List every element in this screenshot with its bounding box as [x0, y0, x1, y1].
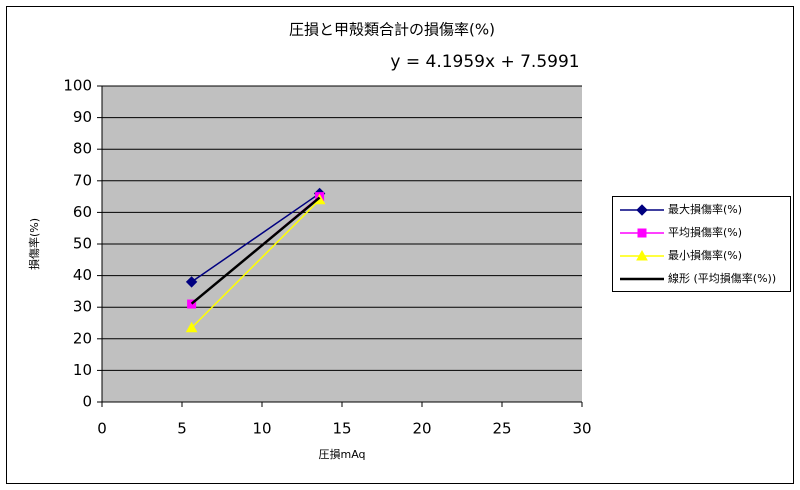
- y-tick-label: 0: [82, 393, 92, 411]
- y-tick-label: 60: [73, 203, 92, 221]
- chart-title: 圧損と甲殻類合計の損傷率(%): [289, 21, 495, 39]
- x-tick-label: 10: [252, 420, 271, 438]
- y-tick-label: 10: [73, 361, 92, 379]
- series-line: [191, 199, 321, 329]
- x-tick-label: 5: [177, 420, 187, 438]
- y-axis-label: 損傷率(%): [27, 218, 41, 270]
- series-line: [190, 196, 321, 305]
- marker: [185, 321, 198, 333]
- y-tick-label: 80: [73, 140, 92, 158]
- y-tick-label: 90: [73, 108, 92, 126]
- series-line: [191, 192, 321, 283]
- marker: [185, 276, 198, 288]
- y-tick-label: 50: [73, 235, 92, 253]
- y-tick-label: 40: [73, 266, 92, 284]
- y-tick-label: 70: [73, 171, 92, 189]
- legend-label: 最小損傷率(%): [668, 248, 742, 262]
- legend-label: 最大損傷率(%): [668, 202, 742, 216]
- legend-label: 平均損傷率(%): [668, 225, 742, 239]
- x-axis-label: 圧損mAq: [318, 447, 365, 461]
- legend-marker: [636, 249, 648, 261]
- x-tick-label: 25: [492, 420, 511, 438]
- trendline-equation: y = 4.1959x + 7.5991: [390, 52, 579, 72]
- x-tick-label: 30: [572, 420, 591, 438]
- y-tick-label: 100: [63, 77, 92, 95]
- legend-box: [612, 196, 791, 292]
- x-tick-label: 15: [332, 420, 351, 438]
- legend-marker: [637, 228, 647, 238]
- marker: [187, 299, 197, 309]
- legend-label: 線形 (平均損傷率(%)): [668, 271, 776, 285]
- x-tick-label: 20: [412, 420, 431, 438]
- legend-marker: [636, 204, 648, 216]
- y-tick-label: 20: [73, 329, 92, 347]
- y-tick-label: 30: [73, 298, 92, 316]
- x-tick-label: 0: [97, 420, 107, 438]
